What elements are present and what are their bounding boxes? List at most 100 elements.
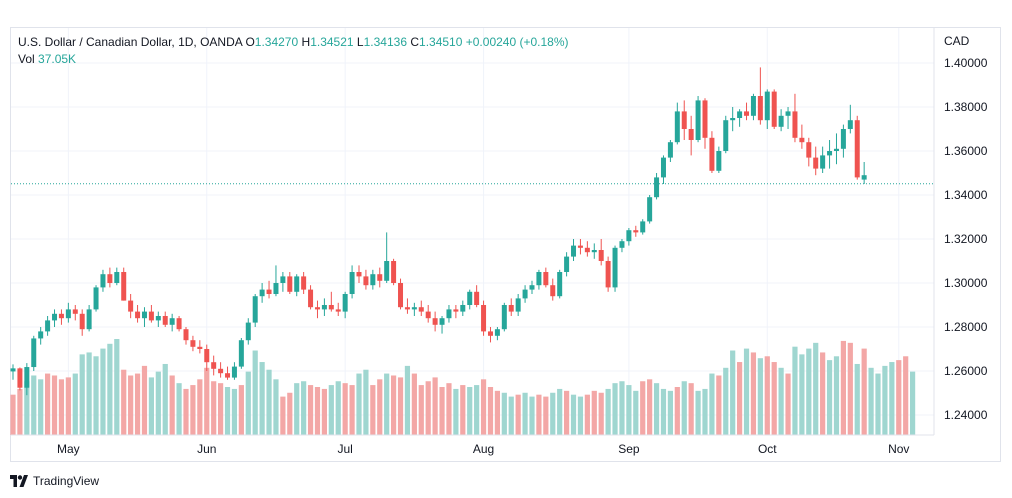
volume-bar xyxy=(536,394,542,435)
candle-body xyxy=(287,276,293,292)
volume-bar xyxy=(287,392,293,435)
volume-bar xyxy=(155,371,161,435)
candle-body xyxy=(86,309,92,330)
volume-bar xyxy=(259,362,265,435)
volume-bar xyxy=(342,383,348,435)
volume-bar xyxy=(501,392,507,435)
candle-body xyxy=(487,331,493,336)
price-tick-label: 1.36000 xyxy=(944,144,988,158)
volume-bar xyxy=(529,396,535,435)
candle-body xyxy=(716,151,722,171)
candle-body xyxy=(363,276,369,286)
candle-body xyxy=(273,283,279,294)
candle-body xyxy=(654,177,660,198)
candle-body xyxy=(771,91,777,127)
candle-body xyxy=(584,247,590,253)
candle-body xyxy=(38,331,44,339)
candle-body xyxy=(321,305,327,310)
candle-body xyxy=(543,272,549,286)
volume-bar xyxy=(460,385,466,435)
candle-body xyxy=(308,289,314,308)
volume-bar xyxy=(868,367,874,435)
volume-bar xyxy=(515,394,521,435)
low-label: L xyxy=(356,35,364,49)
candle-body xyxy=(785,111,791,116)
volume-bar xyxy=(522,392,528,435)
volume-bar xyxy=(356,373,362,435)
candle-body xyxy=(162,316,168,325)
volume-bar xyxy=(806,348,812,435)
time-tick-label: May xyxy=(57,442,80,456)
tradingview-logo[interactable]: TradingView xyxy=(10,472,99,490)
candle-body xyxy=(72,309,78,314)
candle-body xyxy=(169,318,175,325)
volume-bar xyxy=(875,373,881,435)
volume-bar xyxy=(391,375,397,435)
price-axis[interactable]: CAD 1.40000 1.38000 1.36000 1.34000 1.32000 1.… xyxy=(933,28,988,435)
candle-body xyxy=(280,276,286,283)
volume-bar xyxy=(681,381,687,435)
candle-body xyxy=(100,274,106,288)
volume-bar xyxy=(218,383,224,435)
legend-volume-row: Vol 37.05K xyxy=(18,51,569,68)
volume-bar xyxy=(667,390,673,435)
volume-bar xyxy=(432,377,438,435)
candle-body xyxy=(425,311,431,319)
volume-bar xyxy=(619,381,625,435)
candle-body xyxy=(225,373,231,378)
candle-body xyxy=(190,340,196,347)
volume-bar xyxy=(335,381,341,435)
candle-body xyxy=(446,309,452,319)
volume-bar xyxy=(100,348,106,435)
volume-bar xyxy=(799,354,805,435)
brand-label: TradingView xyxy=(33,474,100,488)
volume-bar xyxy=(148,377,154,435)
candle-body xyxy=(723,120,729,151)
candle-body xyxy=(564,256,570,272)
volume-bar xyxy=(411,373,417,435)
candle-body xyxy=(176,318,182,330)
candle-body xyxy=(349,272,355,294)
time-axis[interactable]: May Jun Jul Aug Sep Oct Nov xyxy=(11,434,934,456)
candle-body xyxy=(827,151,833,156)
price-tick-label: 1.30000 xyxy=(944,276,988,290)
volume-bar xyxy=(785,373,791,435)
open-value: 1.34270 xyxy=(254,35,299,49)
candle-body xyxy=(148,311,154,321)
volume-bar xyxy=(474,385,480,435)
price-tick-label: 1.38000 xyxy=(944,100,988,114)
volume-bar xyxy=(640,381,646,435)
candle-body xyxy=(335,309,341,312)
volume-bar xyxy=(404,365,411,435)
candle-body xyxy=(31,338,37,368)
time-tick-label: Oct xyxy=(758,442,777,456)
volume-bar xyxy=(750,352,757,435)
volume-bar xyxy=(826,360,833,435)
candle-body xyxy=(702,100,708,138)
volume-bar xyxy=(377,379,383,435)
volume-bar xyxy=(605,388,611,435)
volume-bar xyxy=(591,390,597,435)
candle-body xyxy=(439,318,445,325)
symbol-title[interactable]: U.S. Dollar / Canadian Dollar, 1D, OANDA xyxy=(18,35,243,49)
candle-body xyxy=(141,311,147,319)
volume-bar xyxy=(384,373,390,435)
volume-bar xyxy=(86,352,92,435)
candle-body xyxy=(591,250,597,253)
candle-body xyxy=(861,175,867,180)
volume-label[interactable]: Vol xyxy=(18,52,35,66)
volume-bar xyxy=(702,388,708,435)
candle-body xyxy=(695,100,701,140)
time-tick-label: Jul xyxy=(337,442,352,456)
volume-bar xyxy=(674,387,680,435)
candle-body xyxy=(688,129,694,140)
volume-bar xyxy=(128,375,134,435)
volume-bar xyxy=(633,390,639,435)
candle-body xyxy=(58,313,64,319)
volume-bar xyxy=(231,388,238,435)
volume-bar xyxy=(847,342,853,435)
volume-bar xyxy=(190,385,196,435)
volume-bar xyxy=(764,356,770,435)
volume-bar xyxy=(397,377,404,435)
